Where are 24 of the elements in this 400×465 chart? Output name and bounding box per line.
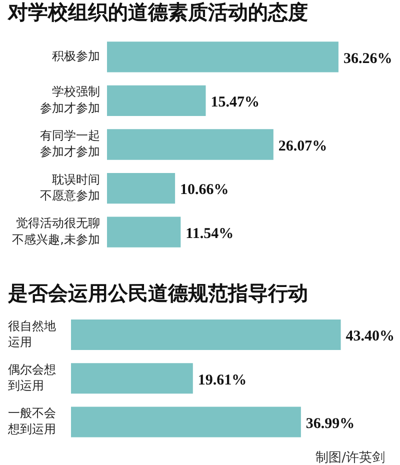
data-label: 15.47% — [210, 94, 260, 111]
bar — [107, 172, 176, 204]
data-label: 43.40% — [346, 328, 395, 345]
data-label: 11.54% — [186, 226, 234, 242]
data-label: 19.61% — [198, 372, 247, 388]
y-tick-label: 积极参加 — [52, 49, 100, 64]
bar — [107, 85, 206, 116]
data-label: 10.66% — [180, 182, 229, 198]
y-tick-label: 学校强制参加才参加 — [40, 84, 100, 115]
y-tick-label: 觉得活动很无聊不感兴趣,未参加 — [12, 216, 100, 246]
data-label: 36.26% — [343, 50, 392, 67]
data-label: 26.07% — [278, 138, 328, 154]
chart-title: 对学校组织的道德素质活动的态度 — [7, 0, 308, 24]
y-tick-label: 很自然地运用 — [8, 318, 56, 350]
y-tick-label: 偶尔会想到运用 — [8, 362, 56, 393]
bar — [107, 42, 338, 72]
y-tick-label: 有同学一起参加才参加 — [40, 128, 100, 159]
y-tick-label: 耽误时间不愿意参加 — [40, 172, 100, 203]
bar — [107, 129, 274, 160]
data-label: 36.99% — [306, 416, 355, 432]
bar — [107, 216, 181, 248]
text: 制图/许英剑 — [316, 450, 385, 465]
y-tick-label: 一般不会想到运用 — [7, 406, 56, 436]
chart-title: 是否会运用公民道德规范指导行动 — [7, 281, 308, 306]
